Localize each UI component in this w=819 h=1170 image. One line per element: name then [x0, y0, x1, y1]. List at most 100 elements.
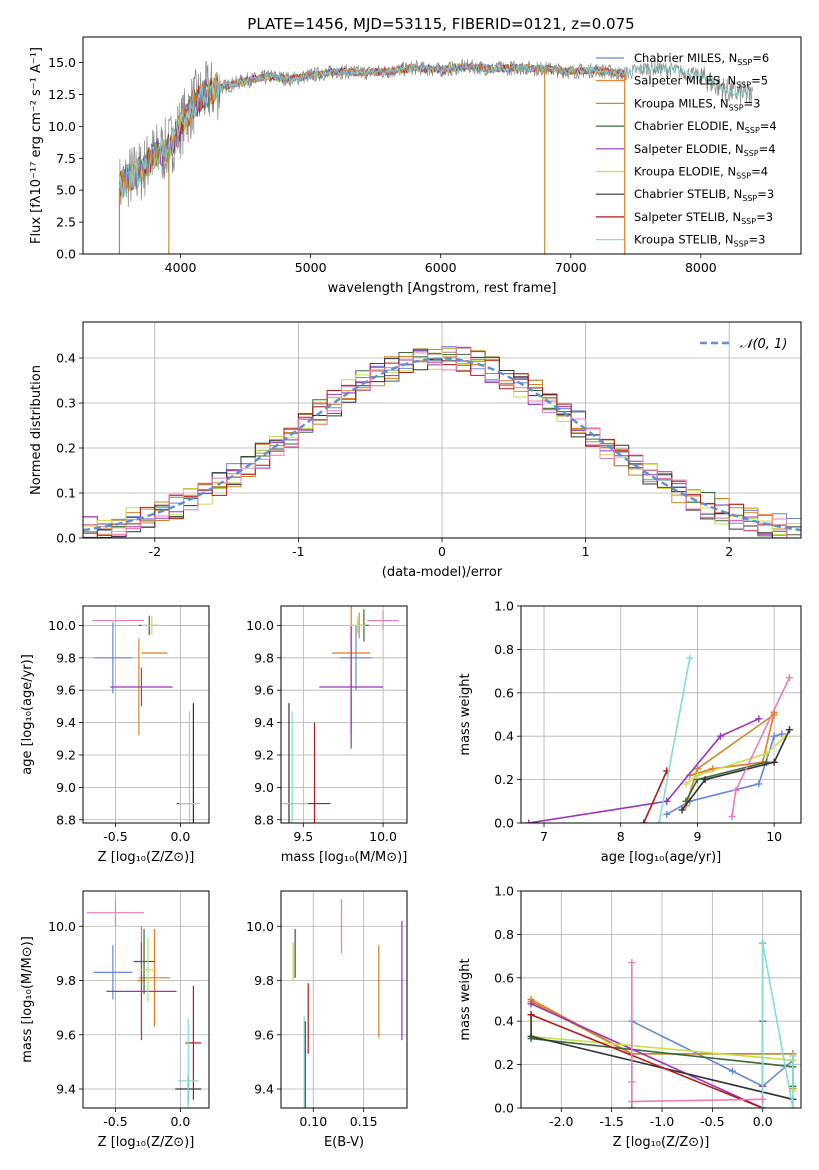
y-tick-label: 9.8: [56, 973, 76, 988]
plus-marker: [770, 732, 778, 740]
axes-frame: [82, 890, 210, 1109]
x-tick-label: -1.5: [599, 1114, 623, 1129]
legend-subscript: SSP: [744, 149, 759, 158]
y-tick-label: 9.2: [254, 747, 274, 762]
error-bar-point: [141, 615, 163, 636]
y-tick-label: 0.6: [494, 685, 514, 700]
y-tick-label: 12.5: [48, 87, 76, 102]
y-axis-label: mass weight: [458, 673, 473, 755]
mass-weight-series: [655, 654, 694, 823]
plus-marker: [527, 1000, 535, 1008]
x-tick-label: 7: [540, 829, 548, 844]
y-tick-label: 9.6: [56, 683, 76, 698]
y-axis-label: mass [log₁₀(M/M⊙)]: [20, 936, 35, 1063]
plus-marker: [716, 732, 724, 740]
plus-marker: [527, 1011, 535, 1019]
mass-weight-series: [759, 939, 797, 1108]
plus-marker: [628, 1078, 636, 1086]
mass-vs-EBV-panel: 0.10 0.15 9.4 9.6 9.8 10.0 E(B-V): [246, 890, 408, 1150]
spectrum-plot-area: [118, 58, 753, 254]
x-tick-label: 7000: [555, 260, 587, 275]
x-axis-label: Z [log₁₀(Z/Z⊙)]: [613, 1135, 710, 1150]
plus-marker: [770, 758, 778, 766]
y-tick-label: 0.4: [494, 1014, 514, 1029]
y-tick-label: 0.3: [56, 396, 76, 411]
legend-subscript: SSP: [737, 58, 752, 67]
residual-histogram-step: [83, 346, 801, 538]
y-tick-label: 9.2: [56, 747, 76, 762]
plus-marker: [755, 715, 763, 723]
mass-weight-series: [663, 730, 786, 818]
x-tick-label: -1: [292, 544, 304, 559]
x-tick-label: -1.0: [650, 1114, 674, 1129]
mass-weight-vs-age-plot-area: [525, 654, 793, 823]
legend-suffix: =3: [756, 210, 773, 224]
x-axis-label: wavelength [Angstrom, rest frame]: [328, 281, 557, 296]
y-tick-label: 9.6: [254, 1027, 274, 1042]
y-tick-label: 9.0: [56, 780, 76, 795]
y-tick-label: 1.0: [494, 884, 514, 899]
age-vs-Z-plot-area: [92, 615, 200, 823]
legend-suffix: =6: [752, 51, 769, 65]
y-tick-label: 9.4: [56, 1082, 76, 1097]
error-bar-point: [340, 625, 372, 691]
model-spectrum-line: [119, 61, 626, 198]
legend-subscript: SSP: [734, 240, 749, 249]
age-vs-mass-panel: 9.5 10.0 8.8 9.0 9.2 9.4 9.6 9.8 10.0 mass [log₁₀…: [246, 605, 408, 865]
y-tick-label: 9.8: [254, 973, 274, 988]
axes-frame: [280, 605, 408, 824]
y-tick-label: 2.5: [56, 215, 76, 230]
mass-weight-series: [527, 939, 767, 1108]
y-tick-label: 8.8: [254, 812, 274, 827]
plus-marker: [628, 1104, 636, 1108]
axes-frame: [520, 890, 802, 1109]
legend-suffix: =4: [751, 165, 768, 179]
plus-marker: [693, 771, 701, 779]
plus-marker: [785, 726, 793, 734]
series-line: [630, 962, 763, 1103]
plus-marker: [682, 780, 690, 788]
y-tick-label: 9.8: [254, 650, 274, 665]
legend-entry-label: Kroupa ELODIE, NSSP=4: [634, 165, 768, 181]
legend-subscript: SSP: [745, 126, 760, 135]
series-line: [761, 942, 794, 1108]
model-spectrum-line: [119, 62, 626, 199]
series-line: [642, 770, 668, 823]
error-bar-point: [93, 622, 133, 694]
plus-marker: [778, 730, 786, 738]
error-bar-point: [106, 942, 177, 1041]
error-bar-point: [138, 937, 158, 1003]
legend-main-text: Chabrier ELODIE, N: [634, 119, 745, 133]
y-tick-label: 0.1: [56, 486, 76, 501]
legend-subscript: SSP: [729, 103, 744, 112]
y-tick-label: 0.4: [56, 351, 76, 366]
error-bar-point: [133, 928, 155, 995]
plus-marker: [640, 819, 648, 823]
plus-marker: [729, 1067, 737, 1075]
legend-suffix: =4: [760, 119, 777, 133]
legend-main-text: Salpeter STELIB, N: [634, 210, 741, 224]
x-tick-label: 10.0: [369, 829, 397, 844]
y-tick-label: 0.2: [56, 441, 76, 456]
plus-marker: [527, 1032, 535, 1040]
residuals-panel: -2 -1 0 1 2 0.0 0.1 0.2 0.3 0.4 (data-model)/error…: [29, 321, 802, 580]
error-bar-point: [86, 899, 145, 927]
error-bar-point: [281, 711, 309, 823]
model-spectrum-line: [119, 62, 626, 202]
error-bar-point: [367, 610, 400, 631]
y-tick-label: 10.0: [48, 919, 76, 934]
y-tick-label: 15.0: [48, 55, 76, 70]
legend-subscript: SSP: [741, 217, 756, 226]
error-bar-point: [110, 667, 173, 707]
y-tick-label: 9.4: [56, 715, 76, 730]
x-tick-label: -0.5: [700, 1114, 724, 1129]
model-spectrum-line: [119, 62, 626, 201]
age-vs-mass-plot-area: [281, 606, 400, 823]
x-tick-label: 8: [617, 829, 625, 844]
x-tick-label: -0.5: [103, 829, 127, 844]
y-tick-label: 9.4: [254, 1082, 274, 1097]
plus-marker: [525, 819, 533, 823]
x-tick-label: 0.15: [350, 1114, 378, 1129]
plus-marker: [755, 780, 763, 788]
